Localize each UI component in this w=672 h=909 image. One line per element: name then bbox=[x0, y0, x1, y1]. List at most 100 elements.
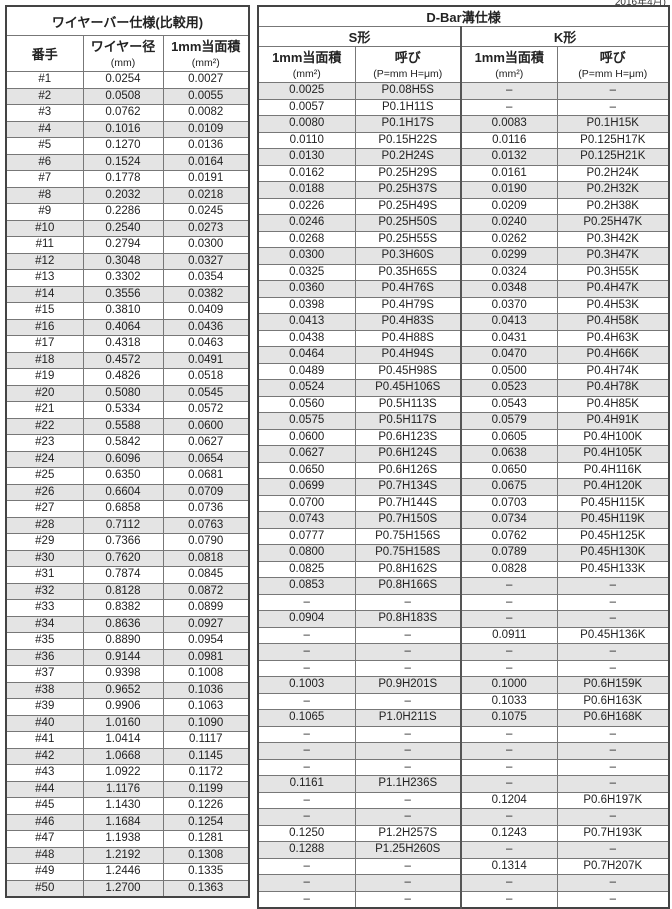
cell-k-name: P0.45H115K bbox=[556, 494, 670, 512]
k-col-unit-name: (P=mm H=μm) bbox=[556, 66, 670, 83]
date-note: 2016年4月) bbox=[614, 0, 666, 8]
k-col-unit-area: (mm²) bbox=[460, 66, 558, 83]
cell-s-name: P0.25H50S bbox=[354, 214, 462, 232]
cell-wire-diameter: 0.7874 bbox=[82, 566, 164, 584]
cell-k-name: P0.4H63K bbox=[556, 329, 670, 347]
table-row: – – – – bbox=[257, 593, 670, 611]
cell-wire-diameter: 0.6604 bbox=[82, 483, 164, 501]
cell-k-area: 0.0083 bbox=[460, 115, 558, 133]
cell-s-area: – bbox=[257, 857, 356, 875]
cell-s-area: 0.1065 bbox=[257, 709, 356, 727]
cell-wire-diameter: 0.9906 bbox=[82, 698, 164, 716]
cell-wire-diameter: 0.5080 bbox=[82, 384, 164, 402]
cell-wire-area: 0.0109 bbox=[162, 120, 250, 138]
cell-wire-no: #14 bbox=[5, 285, 84, 303]
cell-k-area: 0.0828 bbox=[460, 560, 558, 578]
cell-wire-no: #27 bbox=[5, 500, 84, 518]
cell-s-area: 0.0325 bbox=[257, 263, 356, 281]
cell-wire-area: 0.1036 bbox=[162, 681, 250, 699]
cell-wire-area: 0.0136 bbox=[162, 137, 250, 155]
cell-wire-area: 0.1335 bbox=[162, 863, 250, 881]
cell-s-name: – bbox=[354, 874, 462, 892]
table-row: #36 0.9144 0.0981 bbox=[5, 648, 250, 666]
cell-wire-area: 0.0654 bbox=[162, 450, 250, 468]
cell-s-area: 0.1250 bbox=[257, 824, 356, 842]
table-row: #5 0.1270 0.0136 bbox=[5, 137, 250, 155]
cell-k-name: – bbox=[556, 577, 670, 595]
cell-k-area: 0.1075 bbox=[460, 709, 558, 727]
cell-k-name: P0.4H105K bbox=[556, 445, 670, 463]
cell-wire-area: 0.0382 bbox=[162, 285, 250, 303]
cell-k-name: – bbox=[556, 659, 670, 677]
cell-s-area: – bbox=[257, 725, 356, 743]
cell-k-area: – bbox=[460, 808, 558, 826]
cell-s-name: – bbox=[354, 808, 462, 826]
cell-s-area: 0.0268 bbox=[257, 230, 356, 248]
cell-wire-no: #43 bbox=[5, 764, 84, 782]
table-row: 0.0650 P0.6H126S 0.0650 P0.4H116K bbox=[257, 461, 670, 479]
table-row: 0.1003 P0.9H201S 0.1000 P0.6H159K bbox=[257, 676, 670, 694]
table-row: #45 1.1430 0.1226 bbox=[5, 797, 250, 815]
cell-s-name: P0.7H150S bbox=[354, 511, 462, 529]
cell-s-name: P0.8H166S bbox=[354, 577, 462, 595]
cell-k-area: – bbox=[460, 593, 558, 611]
dbar-rows: 0.0025 P0.08H5S – –0.0057 P0.1H11S – –0.0080 P0… bbox=[257, 82, 670, 909]
cell-wire-no: #45 bbox=[5, 797, 84, 815]
cell-wire-diameter: 1.0922 bbox=[82, 764, 164, 782]
table-row: #23 0.5842 0.0627 bbox=[5, 434, 250, 452]
table-row: 0.0188 P0.25H37S 0.0190 P0.2H32K bbox=[257, 181, 670, 199]
cell-wire-area: 0.0327 bbox=[162, 252, 250, 270]
cell-k-name: P0.45H133K bbox=[556, 560, 670, 578]
table-row: 0.0413 P0.4H83S 0.0413 P0.4H58K bbox=[257, 313, 670, 331]
cell-wire-no: #13 bbox=[5, 269, 84, 287]
cell-k-name: – bbox=[556, 890, 670, 909]
cell-k-name: – bbox=[556, 610, 670, 628]
cell-k-name: – bbox=[556, 742, 670, 760]
cell-wire-diameter: 0.7366 bbox=[82, 533, 164, 551]
cell-wire-no: #38 bbox=[5, 681, 84, 699]
cell-wire-area: 0.0572 bbox=[162, 401, 250, 419]
cell-s-area: 0.0699 bbox=[257, 478, 356, 496]
cell-s-name: – bbox=[354, 593, 462, 611]
cell-k-name: P0.2H24K bbox=[556, 164, 670, 182]
cell-s-area: 0.0904 bbox=[257, 610, 356, 628]
cell-k-area: – bbox=[460, 742, 558, 760]
cell-wire-area: 0.0055 bbox=[162, 87, 250, 105]
cell-wire-no: #44 bbox=[5, 780, 84, 798]
cell-wire-area: 0.0436 bbox=[162, 318, 250, 336]
cell-wire-no: #32 bbox=[5, 582, 84, 600]
cell-wire-no: #28 bbox=[5, 516, 84, 534]
table-row: #29 0.7366 0.0790 bbox=[5, 533, 250, 551]
cell-k-area: 0.1033 bbox=[460, 692, 558, 710]
wire-bar-spec-table: ワイヤーバー仕様(比較用) 番手 ワイヤー径 1mm当面積 (mm) (mm²)… bbox=[5, 5, 250, 898]
cell-k-area: 0.0789 bbox=[460, 544, 558, 562]
wire-bar-title: ワイヤーバー仕様(比較用) bbox=[5, 5, 250, 36]
cell-k-name: P0.125H17K bbox=[556, 131, 670, 149]
cell-k-area: – bbox=[460, 659, 558, 677]
cell-wire-diameter: 0.6096 bbox=[82, 450, 164, 468]
cell-wire-no: #7 bbox=[5, 170, 84, 188]
table-row: 0.0825 P0.8H162S 0.0828 P0.45H133K bbox=[257, 560, 670, 578]
table-row: #38 0.9652 0.1036 bbox=[5, 681, 250, 699]
cell-s-area: – bbox=[257, 742, 356, 760]
cell-s-name: P0.25H49S bbox=[354, 197, 462, 215]
cell-k-area: – bbox=[460, 610, 558, 628]
cell-wire-diameter: 0.1524 bbox=[82, 153, 164, 171]
table-row: 0.0226 P0.25H49S 0.0209 P0.2H38K bbox=[257, 197, 670, 215]
cell-k-area: – bbox=[460, 890, 558, 909]
cell-k-name: P0.45H136K bbox=[556, 626, 670, 644]
cell-s-area: – bbox=[257, 890, 356, 909]
cell-wire-no: #11 bbox=[5, 236, 84, 254]
cell-wire-no: #41 bbox=[5, 731, 84, 749]
table-row: – – – – bbox=[257, 874, 670, 892]
cell-k-area: 0.0190 bbox=[460, 181, 558, 199]
table-row: #27 0.6858 0.0736 bbox=[5, 500, 250, 518]
table-row: 0.0800 P0.75H158S 0.0789 P0.45H130K bbox=[257, 544, 670, 562]
table-row: – –0.1204 P0.6H197K bbox=[257, 791, 670, 809]
cell-k-area: 0.1314 bbox=[460, 857, 558, 875]
cell-k-area: 0.0762 bbox=[460, 527, 558, 545]
s-col-unit-name: (P=mm H=μm) bbox=[354, 66, 462, 83]
table-row: – –0.0911 P0.45H136K bbox=[257, 626, 670, 644]
table-row: #49 1.2446 0.1335 bbox=[5, 863, 250, 881]
cell-wire-area: 0.1008 bbox=[162, 665, 250, 683]
